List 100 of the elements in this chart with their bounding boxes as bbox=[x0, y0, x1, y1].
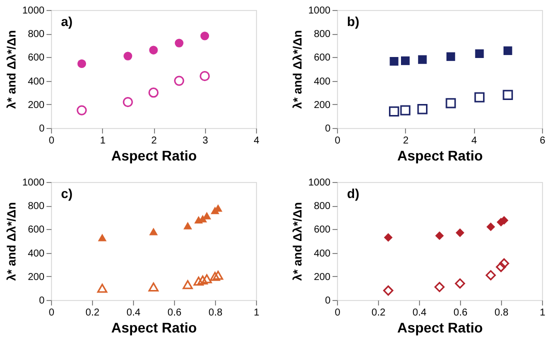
point bbox=[456, 228, 464, 238]
point bbox=[475, 49, 484, 58]
x-tick-label: 0.6 bbox=[168, 308, 182, 318]
point bbox=[212, 270, 224, 280]
point bbox=[496, 262, 506, 272]
y-axis-title: λ* and Δλ*/Δn bbox=[290, 202, 304, 281]
x-tick-label: 1 bbox=[254, 308, 260, 318]
y-tick-label: 800 bbox=[28, 201, 45, 212]
annotation: a) bbox=[61, 14, 73, 29]
x-tick-label: 4 bbox=[471, 136, 478, 146]
x-tick-label: 2 bbox=[151, 136, 158, 146]
point bbox=[434, 282, 445, 292]
point bbox=[202, 274, 212, 284]
point bbox=[97, 284, 108, 293]
point bbox=[383, 285, 394, 296]
x-tick-label: 0 bbox=[334, 308, 341, 318]
y-tick-label: 600 bbox=[314, 224, 331, 236]
point bbox=[435, 231, 444, 240]
point bbox=[474, 92, 485, 102]
point bbox=[77, 59, 86, 68]
x-tick-label: 0 bbox=[334, 136, 341, 146]
x-tick-label: 3 bbox=[202, 136, 208, 146]
y-tick-label: 400 bbox=[314, 76, 331, 88]
y-tick-label: 400 bbox=[314, 248, 331, 260]
x-tick-label: 0.2 bbox=[372, 308, 386, 318]
x-tick-label: 0.4 bbox=[126, 308, 141, 318]
x-tick-label: 0.8 bbox=[494, 308, 509, 318]
point bbox=[122, 96, 133, 108]
y-tick-label: 800 bbox=[314, 29, 331, 40]
y-axis-title: λ* and Δλ*/Δn bbox=[290, 30, 304, 109]
y-tick-label: 600 bbox=[314, 52, 331, 64]
x-axis-title: Aspect Ratio bbox=[397, 148, 483, 164]
point bbox=[210, 272, 220, 281]
point bbox=[148, 282, 159, 292]
x-tick-label: 0 bbox=[48, 136, 55, 146]
x-tick-label: 0.6 bbox=[454, 308, 468, 318]
x-tick-label: 4 bbox=[254, 136, 260, 146]
point bbox=[400, 105, 410, 116]
y-tick-label: 600 bbox=[28, 52, 45, 64]
y-tick-label: 0 bbox=[38, 296, 45, 306]
point bbox=[486, 222, 496, 232]
x-tick-label: 0 bbox=[48, 308, 55, 318]
point bbox=[174, 76, 184, 86]
annotation: c) bbox=[61, 186, 73, 201]
y-tick-label: 1000 bbox=[308, 6, 331, 16]
y-tick-label: 1000 bbox=[22, 178, 45, 188]
point bbox=[418, 55, 427, 64]
point bbox=[486, 270, 496, 280]
point bbox=[98, 234, 107, 242]
point bbox=[200, 71, 210, 82]
y-axis-title: λ* and Δλ*/Δn bbox=[4, 30, 18, 109]
point bbox=[504, 46, 512, 56]
y-tick-label: 400 bbox=[28, 248, 45, 260]
y-tick-label: 0 bbox=[38, 124, 45, 134]
annotation: b) bbox=[347, 14, 360, 29]
x-tick-label: 6 bbox=[540, 136, 546, 146]
y-tick-label: 0 bbox=[324, 124, 331, 134]
y-tick-label: 600 bbox=[28, 224, 45, 236]
y-tick-label: 200 bbox=[28, 272, 45, 283]
x-axis-title: Aspect Ratio bbox=[111, 148, 197, 164]
y-tick-label: 1000 bbox=[308, 178, 331, 188]
x-tick-label: 0.4 bbox=[412, 308, 427, 318]
x-tick-label: 1 bbox=[540, 308, 546, 318]
x-axis-title: Aspect Ratio bbox=[397, 320, 483, 336]
point bbox=[498, 258, 510, 268]
y-tick-label: 200 bbox=[314, 100, 331, 111]
point bbox=[401, 56, 410, 66]
x-tick-label: 0.8 bbox=[208, 308, 223, 318]
y-tick-label: 800 bbox=[314, 201, 331, 212]
point bbox=[454, 278, 466, 289]
point bbox=[446, 98, 456, 108]
point bbox=[194, 276, 204, 286]
point bbox=[183, 222, 192, 230]
point bbox=[182, 280, 193, 290]
point bbox=[502, 90, 513, 100]
y-tick-label: 0 bbox=[324, 296, 331, 306]
point bbox=[390, 57, 398, 66]
point bbox=[76, 105, 87, 116]
x-tick-label: 2 bbox=[403, 136, 410, 146]
point bbox=[149, 46, 158, 54]
y-tick-label: 1000 bbox=[22, 6, 45, 16]
point bbox=[417, 104, 428, 114]
x-tick-label: 1 bbox=[100, 136, 106, 146]
point bbox=[446, 52, 456, 61]
point bbox=[148, 88, 159, 98]
y-tick-label: 400 bbox=[28, 76, 45, 88]
point bbox=[384, 233, 393, 242]
y-tick-label: 200 bbox=[28, 100, 45, 111]
point bbox=[149, 228, 158, 236]
point bbox=[198, 275, 208, 284]
y-tick-label: 800 bbox=[28, 29, 45, 40]
y-axis-title: λ* and Δλ*/Δn bbox=[4, 202, 18, 281]
point bbox=[124, 52, 132, 60]
y-tick-label: 200 bbox=[314, 272, 331, 283]
point bbox=[200, 32, 210, 40]
x-tick-label: 0.2 bbox=[86, 308, 100, 318]
point bbox=[174, 38, 184, 48]
annotation: d) bbox=[347, 186, 360, 201]
x-axis-title: Aspect Ratio bbox=[111, 320, 197, 336]
point bbox=[388, 106, 400, 117]
